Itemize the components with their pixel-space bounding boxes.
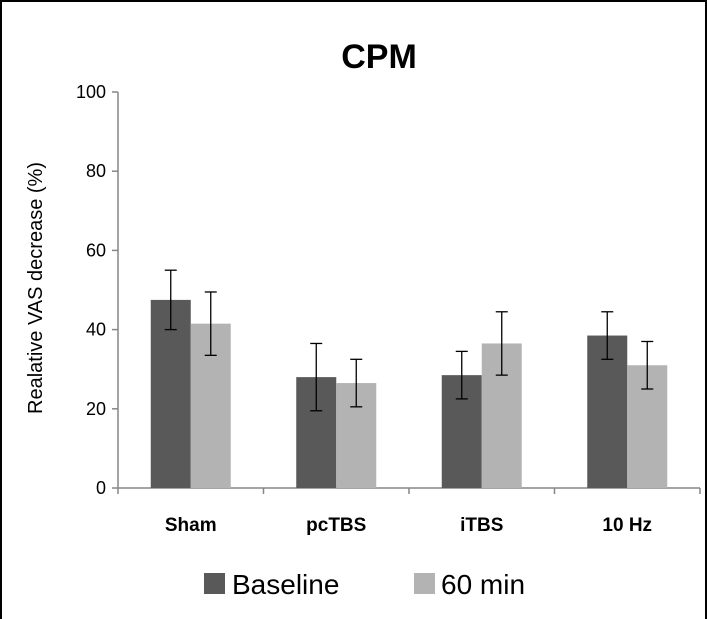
x-tick-label: Sham [165,515,217,536]
y-axis-label: Realative VAS decrease (%) [25,162,47,414]
bar [587,335,628,488]
y-tick-label: 40 [86,320,106,340]
bars [150,299,668,488]
legend-label: 60 min [441,569,525,600]
bar [150,299,191,488]
legend-label: Baseline [232,569,339,600]
y-tick-label: 80 [86,161,106,181]
y-tick-label: 100 [76,82,106,102]
x-tick-label: pcTBS [306,515,366,536]
legend-swatch [414,573,435,594]
y-tick-label: 20 [86,399,106,419]
y-tick-label: 60 [86,240,106,260]
chart-title: CPM [341,38,417,76]
error-bars [164,269,654,412]
x-tick-label: 10 Hz [602,515,652,536]
x-tick-label: iTBS [460,515,503,536]
legend-swatch [204,573,225,594]
legend: Baseline 60 min [204,569,525,600]
y-tick-label: 0 [96,478,106,498]
